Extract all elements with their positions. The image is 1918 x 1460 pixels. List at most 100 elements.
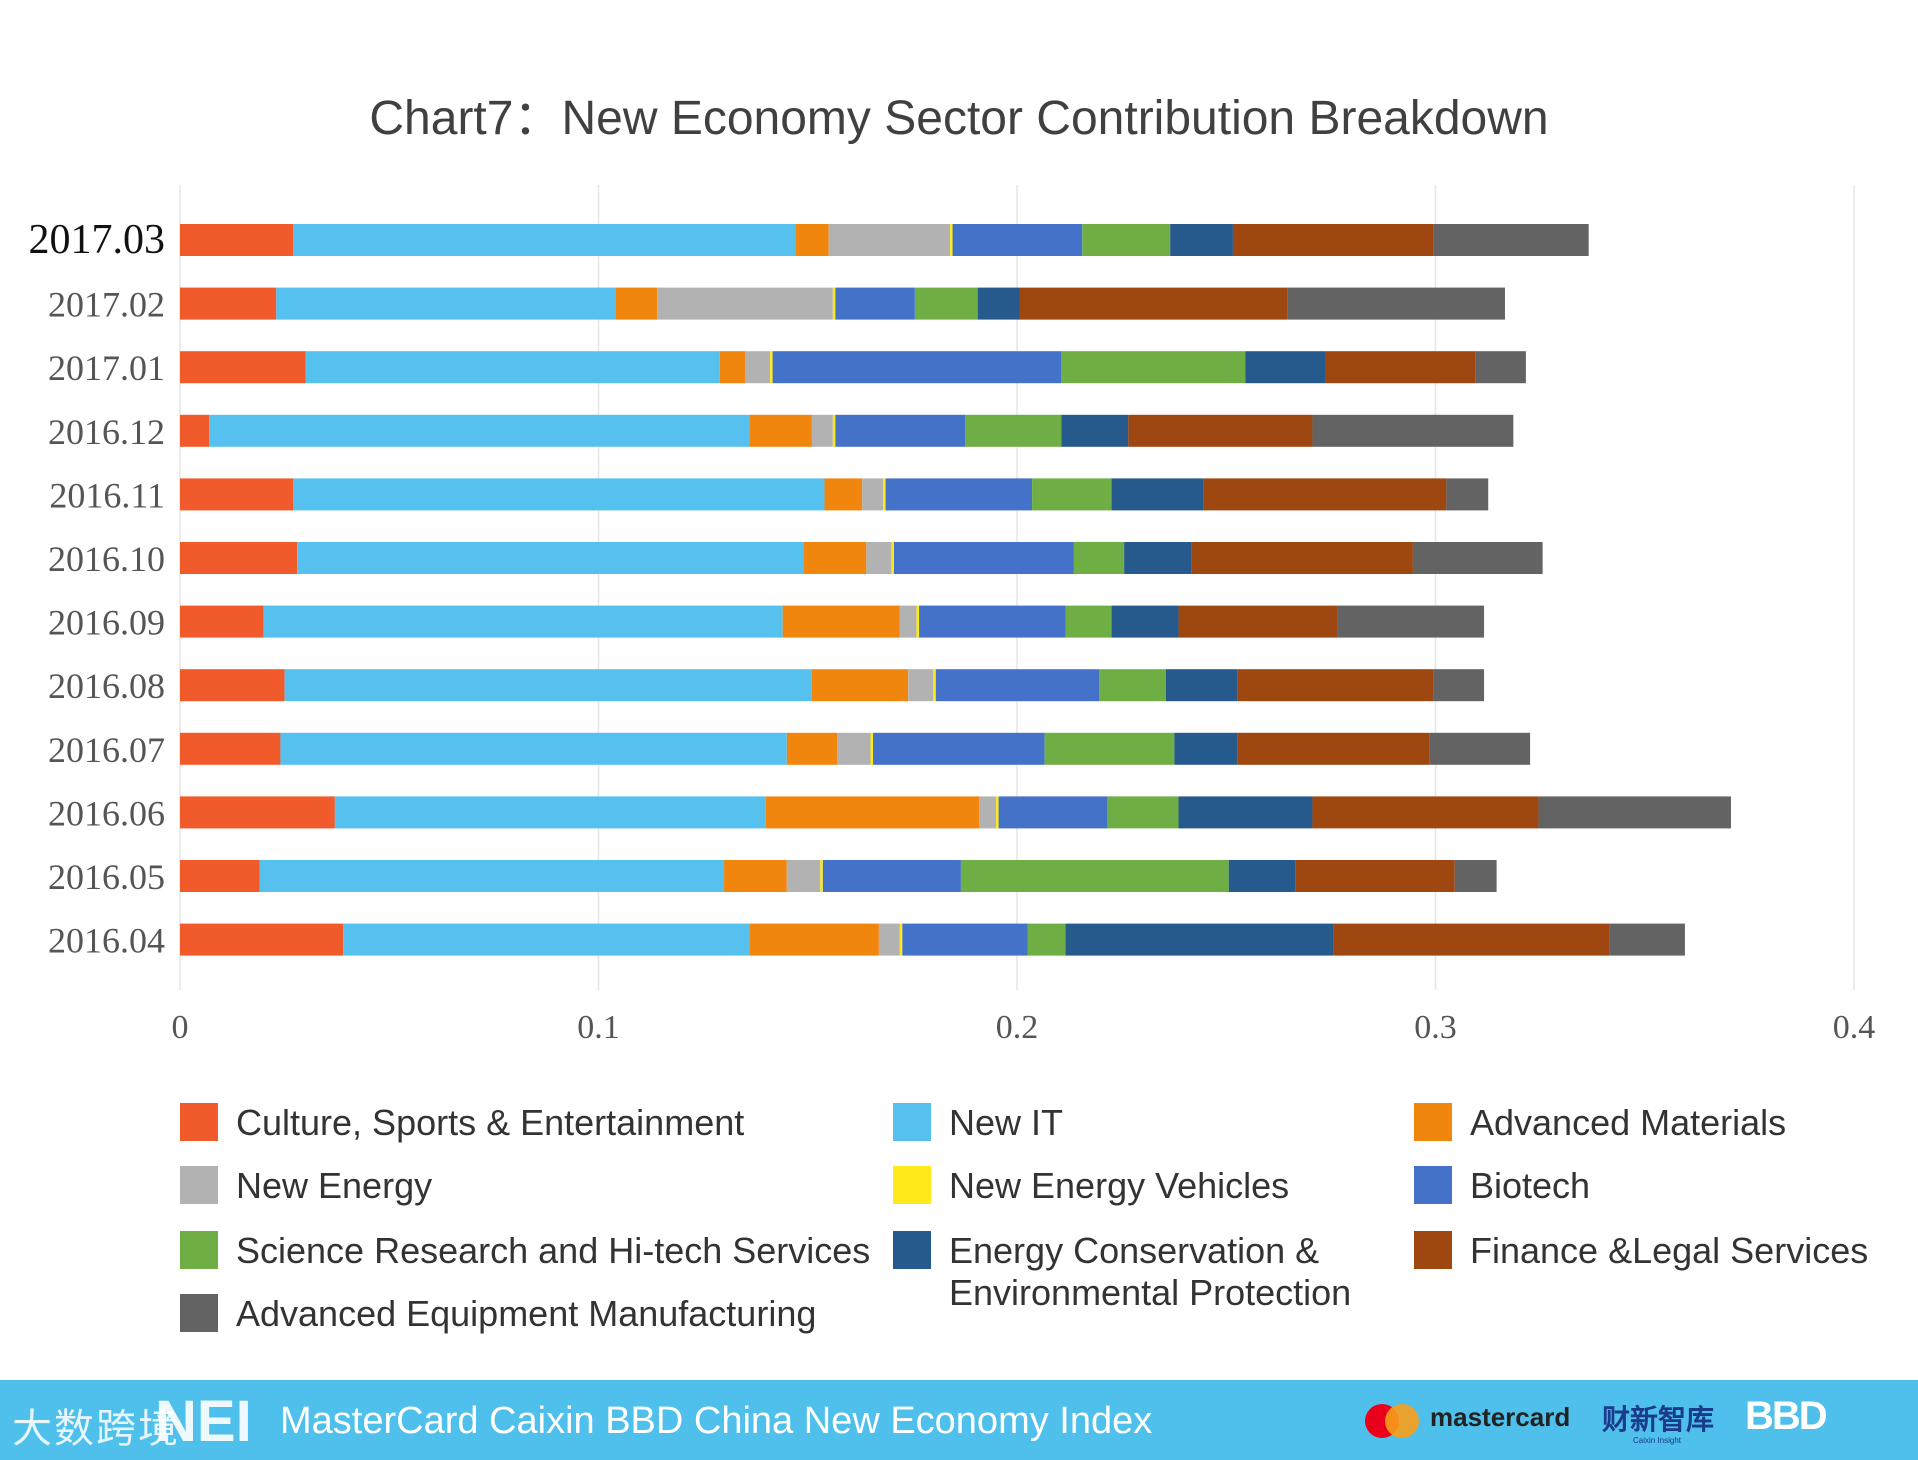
bar-segment <box>811 414 833 447</box>
x-tick-label: 0.3 <box>1414 1009 1457 1046</box>
bar-segment <box>835 287 915 320</box>
bar-segment <box>180 923 344 956</box>
bar-segment <box>1065 923 1334 956</box>
bar-segment <box>180 478 293 511</box>
bar-segment <box>1337 605 1485 638</box>
bar-segment <box>933 669 936 702</box>
y-category-label: 2016.09 <box>48 603 165 643</box>
bar-segment <box>965 414 1062 447</box>
bar-segment <box>259 860 725 892</box>
bar-segment <box>803 542 867 574</box>
bar-segment <box>837 732 871 765</box>
bar-segment <box>180 796 335 829</box>
bar-segment <box>916 605 920 638</box>
bar-segment <box>1174 732 1238 765</box>
bar-segment <box>1165 669 1238 702</box>
bar-segment <box>209 414 750 447</box>
bar-segment <box>979 796 997 829</box>
y-category-label: 2016.05 <box>48 857 165 897</box>
bar-segment <box>866 542 892 574</box>
bar-segment <box>770 351 773 384</box>
bar-segment <box>749 414 812 447</box>
y-category-label: 2016.06 <box>48 793 165 833</box>
bar-segment <box>893 542 1074 574</box>
bar-segment <box>885 478 1033 511</box>
bar-segment <box>719 351 745 384</box>
bar-segment <box>902 923 1028 956</box>
bar-segment <box>180 860 260 892</box>
x-tick-label: 0.1 <box>577 1009 620 1046</box>
bar-segment <box>1111 605 1179 638</box>
bar-segment <box>657 287 833 320</box>
bar-segment <box>1191 542 1413 574</box>
bar-segment <box>1107 796 1179 829</box>
bar-segment <box>1228 860 1296 892</box>
y-category-label: 2017.02 <box>48 285 165 325</box>
footer-title: MasterCard Caixin BBD China New Economy … <box>280 1400 1153 1442</box>
bar-segment <box>832 414 836 447</box>
bar-segment <box>1099 669 1166 702</box>
bar-segment <box>1170 224 1233 256</box>
bar-segment <box>862 478 884 511</box>
y-category-label: 2016.04 <box>48 921 165 961</box>
bar-segment <box>180 287 277 320</box>
bar-segment <box>998 796 1108 829</box>
bar-segment <box>870 732 874 765</box>
bar-segment <box>1609 923 1685 956</box>
bar-segment <box>908 669 934 702</box>
bar-segment <box>765 796 980 829</box>
y-category-label: 2017.03 <box>29 217 166 263</box>
x-tick-label: 0.4 <box>1833 1009 1876 1046</box>
bar-segment <box>180 414 210 447</box>
bar-segment <box>1019 287 1288 320</box>
bbd-logo: BBD <box>1745 1394 1828 1438</box>
bar-segment <box>1325 351 1476 384</box>
bar-segment <box>1178 605 1338 638</box>
bar-segment <box>1295 860 1455 892</box>
bar-segment <box>180 224 293 256</box>
footer-banner: 大数跨境 NEI MasterCard Caixin BBD China New… <box>0 1380 1918 1460</box>
bar-segment <box>1061 414 1129 447</box>
bar-segment <box>180 542 298 574</box>
bar-segment <box>1124 542 1192 574</box>
bar-segment <box>786 860 821 892</box>
bar-segment <box>1475 351 1526 384</box>
bar-segment <box>1412 542 1543 574</box>
y-category-label: 2017.01 <box>48 348 165 388</box>
bar-segment <box>824 478 863 511</box>
bar-segment <box>828 224 951 256</box>
bar-segment <box>835 414 966 447</box>
bar-segment <box>749 923 879 956</box>
bar-segment <box>180 351 306 384</box>
bar-segment <box>1312 414 1514 447</box>
bar-segment <box>960 860 1229 892</box>
dashu-kuajing-logo: 大数跨境 <box>12 1407 180 1451</box>
y-category-label: 2016.10 <box>48 539 165 579</box>
bar-segment <box>1061 351 1246 384</box>
bar-segment <box>795 224 829 256</box>
bar-segment <box>952 224 1083 256</box>
mastercard-logo-icon <box>1365 1404 1425 1438</box>
nei-logo: NEI <box>155 1389 252 1454</box>
bar-segment <box>772 351 1062 384</box>
bar-segment <box>977 287 1020 320</box>
bar-segment <box>899 605 917 638</box>
bar-segment <box>891 542 894 574</box>
bar-segment <box>1232 224 1434 256</box>
bar-segment <box>1111 478 1204 511</box>
bar-segment <box>914 287 978 320</box>
bar-segment <box>820 860 823 892</box>
bar-segment <box>1178 796 1313 829</box>
bar-segment <box>180 669 285 702</box>
x-tick-label: 0 <box>172 1009 189 1046</box>
bar-segment <box>744 351 771 384</box>
bar-segment <box>996 796 999 829</box>
y-category-label: 2016.11 <box>49 475 165 515</box>
y-category-label: 2016.12 <box>48 412 165 452</box>
bar-segment <box>343 923 750 956</box>
bar-segment <box>1538 796 1731 829</box>
bar-segment <box>334 796 766 829</box>
bar-segment <box>878 923 900 956</box>
bar-segment <box>1237 669 1434 702</box>
chart-title: Chart7：New Economy Sector Contribution B… <box>369 92 1549 145</box>
